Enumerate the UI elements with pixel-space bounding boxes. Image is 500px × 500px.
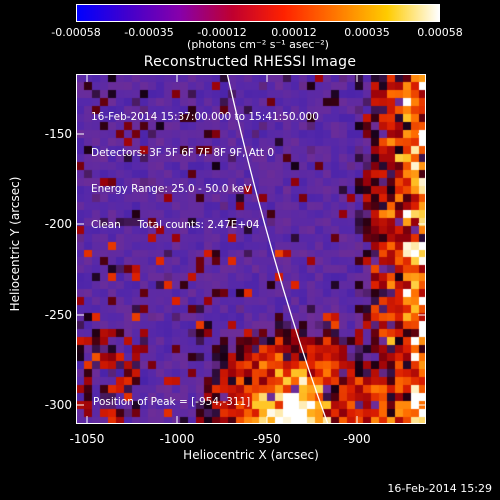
x-tick-label: -1000 [159, 432, 195, 446]
footer-timestamp: 16-Feb-2014 15:29 [387, 482, 492, 495]
plot-title: Reconstructed RHESSI Image [143, 54, 357, 70]
colorbar [76, 4, 440, 22]
y-axis-label: Heliocentric Y (arcsec) [8, 176, 22, 312]
colorbar-tick-3: -0.00012 [197, 26, 247, 39]
y-tick-label: -250 [44, 308, 72, 322]
solar-limb-line [226, 75, 329, 423]
x-axis-label: Heliocentric X (arcsec) [183, 448, 319, 462]
x-tick-label: -950 [253, 432, 281, 446]
y-tick-label: -300 [44, 398, 72, 412]
y-tick-label: -200 [44, 217, 72, 231]
info-line-counts: Clean Total counts: 2.47E+04 [91, 219, 260, 231]
colorbar-tick-2: -0.00035 [124, 26, 174, 39]
image-plot: 16-Feb-2014 15:37:00.000 to 15:41:50.000… [76, 74, 426, 424]
x-tick-label: -1050 [69, 432, 105, 446]
peak-position: Position of Peak = [-954,-311] [93, 396, 251, 408]
colorbar-tick-6: 0.00058 [417, 26, 463, 39]
colorbar-tick-4: 0.00012 [271, 26, 317, 39]
colorbar-units: (photons cm⁻² s⁻¹ asec⁻²) [187, 38, 329, 51]
limb-overlay [226, 75, 329, 423]
observation-info: 16-Feb-2014 15:37:00.000 to 15:41:50.000… [91, 87, 319, 255]
info-line-energy: Energy Range: 25.0 - 50.0 keV [91, 183, 252, 195]
x-tick-label: -900 [343, 432, 371, 446]
y-tick-label: -150 [44, 127, 72, 141]
colorbar-gradient [77, 5, 439, 21]
colorbar-tick-5: 0.00035 [344, 26, 390, 39]
info-line-time: 16-Feb-2014 15:37:00.000 to 15:41:50.000 [91, 111, 319, 123]
colorbar-tick-1: -0.00058 [51, 26, 101, 39]
rhessi-image [77, 75, 425, 423]
info-line-detectors: Detectors: 3F 5F 6F 7F 8F 9F, Att 0 [91, 147, 275, 159]
